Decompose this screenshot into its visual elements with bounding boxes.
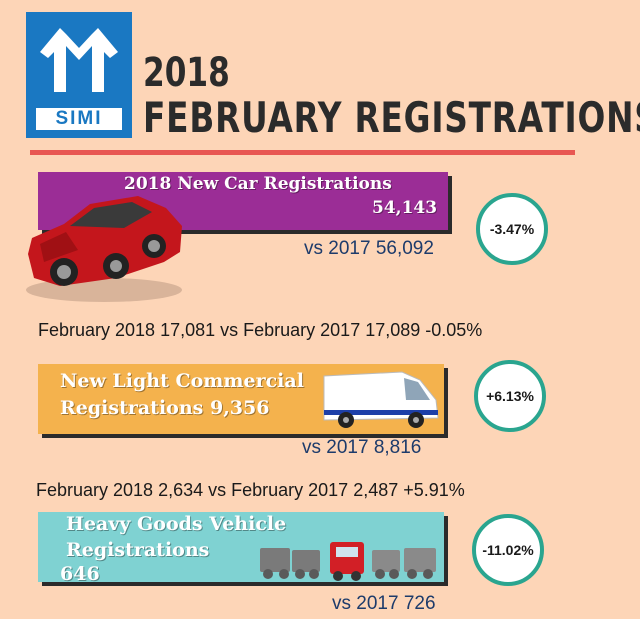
car-banner-value: 54,143 (372, 198, 438, 218)
car-february-note: February 2018 17,081 vs February 2017 17… (38, 320, 483, 340)
m-arrows-icon (40, 28, 118, 92)
hgv-banner-line1: Heavy Goods Vehicle (66, 513, 287, 535)
red-car-icon (26, 196, 182, 302)
logo-band (36, 108, 122, 130)
simi-logo: SIMI (26, 12, 132, 138)
hgv-banner-line3: 646 (60, 563, 100, 585)
logo-text: SIMI (55, 108, 103, 129)
title-year: 2018 (143, 50, 230, 96)
hgv-banner-line2: Registrations (66, 539, 210, 561)
lcv-banner-line1: New Light Commercial (60, 370, 304, 392)
lcv-change-badge: +6.13% (474, 360, 546, 432)
lcv-banner-line2: Registrations 9,356 (60, 397, 270, 419)
car-banner-title: 2018 New Car Registrations (124, 174, 392, 194)
title-divider (30, 150, 575, 155)
page-title: FEBRUARY REGISTRATIONS (143, 93, 640, 142)
truck-fleet-icon (260, 542, 436, 581)
hgv-vs-2017: vs 2017 726 (332, 593, 436, 614)
car-vs-2017: vs 2017 56,092 (304, 238, 434, 259)
hgv-change-badge: -11.02% (472, 514, 544, 586)
lcv-vs-2017: vs 2017 8,816 (302, 437, 422, 458)
car-change-badge: -3.47% (476, 193, 548, 265)
white-van-icon (323, 371, 439, 428)
lcv-february-note: February 2018 2,634 vs February 2017 2,4… (36, 480, 465, 500)
